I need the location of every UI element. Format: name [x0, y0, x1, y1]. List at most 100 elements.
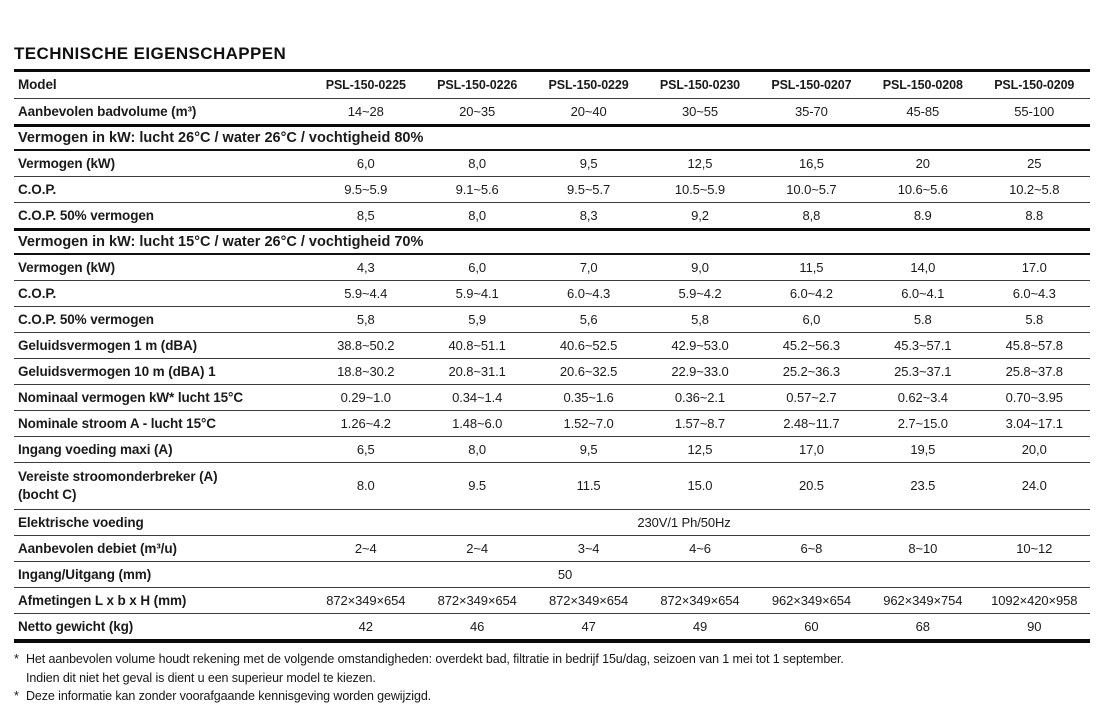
row-badvolume: Aanbevolen badvolume (m³) 14~28 20~35 20~40… [14, 98, 1090, 126]
spec-table-body: Model PSL-150-0225 PSL-150-0226 PSL-150-022… [14, 69, 1090, 641]
value-cop-1-col7: 10.2~5.8 [978, 176, 1090, 203]
value-nominaal-vermogen-col5: 0.57~2.7 [755, 384, 868, 411]
value-geluid-1m-col2: 40.8~51.1 [421, 332, 533, 359]
label-geluid-10m: Geluidsvermogen 10 m (dBA) 1 [14, 358, 311, 385]
value-cop-2-col1: 5.9~4.4 [310, 280, 422, 307]
footnote-3-text: Deze informatie kan zonder voorafgaande … [26, 689, 432, 703]
value-model-col3: PSL-150-0229 [532, 69, 645, 99]
value-geluid-10m-col3: 20.6~32.5 [532, 358, 645, 385]
value-model-col1: PSL-150-0225 [310, 69, 422, 99]
value-cop-50-2-col4: 5,8 [644, 306, 756, 333]
value-netto-gewicht-col4: 49 [644, 613, 756, 641]
row-geluid-10m: Geluidsvermogen 10 m (dBA) 1 18.8~30.2 20.… [14, 358, 1090, 385]
label-ingang-uitgang: Ingang/Uitgang (mm) [14, 561, 311, 588]
value-elektrische-voeding: 230V/1 Ph/50Hz [310, 509, 1090, 536]
label-geluid-1m: Geluidsvermogen 1 m (dBA) [14, 332, 311, 359]
value-badvolume-col1: 14~28 [310, 98, 422, 126]
value-afmetingen-col3: 872×349×654 [532, 587, 645, 614]
footnote-1: * Het aanbevolen volume houdt rekening m… [14, 650, 1054, 669]
value-nominaal-vermogen-col4: 0.36~2.1 [644, 384, 756, 411]
value-stroomonderbreker-col3: 11.5 [532, 462, 645, 510]
value-vermogen-kw-2-col5: 11,5 [755, 253, 868, 281]
value-vermogen-kw-1-col6: 20 [867, 149, 979, 177]
section-header-sectie-1: Vermogen in kW: lucht 26°C / water 26°C … [14, 124, 1090, 150]
value-debiet-col2: 2~4 [421, 535, 533, 562]
value-vermogen-kw-2-col6: 14,0 [867, 253, 979, 281]
value-nominaal-vermogen-col1: 0.29~1.0 [310, 384, 422, 411]
row-netto-gewicht: Netto gewicht (kg) 42 46 47 49 60 68 90 [14, 613, 1090, 641]
row-elektrische-voeding: Elektrische voeding 230V/1 Ph/50Hz [14, 509, 1090, 536]
value-cop-50-2-col6: 5.8 [867, 306, 979, 333]
value-netto-gewicht-col2: 46 [421, 613, 533, 641]
label-stroomonderbreker: Vereiste stroomonderbreker (A) (bocht C) [14, 462, 311, 510]
value-cop-1-col5: 10.0~5.7 [755, 176, 868, 203]
value-cop-50-1-col7: 8.8 [978, 202, 1090, 230]
value-afmetingen-col5: 962×349×654 [755, 587, 868, 614]
value-nominale-stroom-col1: 1.26~4.2 [310, 410, 422, 437]
value-geluid-10m-col6: 25.3~37.1 [867, 358, 979, 385]
value-cop-2-col5: 6.0~4.2 [755, 280, 868, 307]
value-vermogen-kw-1-col1: 6,0 [310, 149, 422, 177]
value-afmetingen-col7: 1092×420×958 [978, 587, 1090, 614]
value-vermogen-kw-2-col2: 6,0 [421, 253, 533, 281]
label-cop-50-1: C.O.P. 50% vermogen [14, 202, 311, 230]
value-cop-1-col1: 9.5~5.9 [310, 176, 422, 203]
value-geluid-1m-col6: 45.3~57.1 [867, 332, 979, 359]
spec-table: Model PSL-150-0225 PSL-150-0226 PSL-150-022… [14, 69, 1090, 643]
row-stroomonderbreker: Vereiste stroomonderbreker (A) (bocht C) 8… [14, 462, 1090, 510]
value-geluid-1m-col1: 38.8~50.2 [310, 332, 422, 359]
row-sectie-2: Vermogen in kW: lucht 15°C / water 26°C … [14, 228, 1090, 254]
row-cop-1: C.O.P. 9.5~5.9 9.1~5.6 9.5~5.7 10.5~5.9 10.0~… [14, 176, 1090, 203]
value-model-col2: PSL-150-0226 [421, 69, 533, 99]
value-nominale-stroom-col5: 2.48~11.7 [755, 410, 868, 437]
footnote-3-marker: * [14, 689, 19, 703]
value-afmetingen-col2: 872×349×654 [421, 587, 533, 614]
label-afmetingen: Afmetingen L x b x H (mm) [14, 587, 311, 614]
value-ingang-uitgang: 50 [310, 561, 1090, 588]
row-vermogen-kw-1: Vermogen (kW) 6,0 8,0 9,5 12,5 16,5 20 25 [14, 149, 1090, 177]
label-cop-50-2: C.O.P. 50% vermogen [14, 306, 311, 333]
row-ingang-voeding: Ingang voeding maxi (A) 6,5 8,0 9,5 12,5 17,0… [14, 436, 1090, 463]
value-nominale-stroom-col4: 1.57~8.7 [644, 410, 756, 437]
value-cop-50-1-col2: 8,0 [421, 202, 533, 230]
row-cop-50-1: C.O.P. 50% vermogen 8,5 8,0 8,3 9,2 8,8 8.9 8.8 [14, 202, 1090, 230]
value-cop-1-col6: 10.6~5.6 [867, 176, 979, 203]
value-nominale-stroom-col3: 1.52~7.0 [532, 410, 645, 437]
value-debiet-col4: 4~6 [644, 535, 756, 562]
value-cop-1-col4: 10.5~5.9 [644, 176, 756, 203]
row-sectie-1: Vermogen in kW: lucht 26°C / water 26°C … [14, 124, 1090, 150]
value-cop-50-2-col7: 5.8 [978, 306, 1090, 333]
label-debiet: Aanbevolen debiet (m³/u) [14, 535, 311, 562]
value-cop-50-2-col1: 5,8 [310, 306, 422, 333]
value-cop-50-1-col1: 8,5 [310, 202, 422, 230]
label-vermogen-kw-2: Vermogen (kW) [14, 253, 311, 281]
value-geluid-10m-col4: 22.9~33.0 [644, 358, 756, 385]
section-header-sectie-2: Vermogen in kW: lucht 15°C / water 26°C … [14, 228, 1090, 254]
value-cop-2-col7: 6.0~4.3 [978, 280, 1090, 307]
value-cop-50-2-col5: 6,0 [755, 306, 868, 333]
value-cop-50-1-col3: 8,3 [532, 202, 645, 230]
row-afmetingen: Afmetingen L x b x H (mm) 872×349×654 872×… [14, 587, 1090, 614]
value-nominaal-vermogen-col3: 0.35~1.6 [532, 384, 645, 411]
value-ingang-voeding-col5: 17,0 [755, 436, 868, 463]
value-cop-50-1-col6: 8.9 [867, 202, 979, 230]
value-cop-50-2-col2: 5,9 [421, 306, 533, 333]
value-nominale-stroom-col7: 3.04~17.1 [978, 410, 1090, 437]
value-cop-2-col4: 5.9~4.2 [644, 280, 756, 307]
row-cop-2: C.O.P. 5.9~4.4 5.9~4.1 6.0~4.3 5.9~4.2 6.0~4.… [14, 280, 1090, 307]
value-cop-50-1-col5: 8,8 [755, 202, 868, 230]
value-ingang-voeding-col7: 20,0 [978, 436, 1090, 463]
value-vermogen-kw-2-col4: 9,0 [644, 253, 756, 281]
footnote-2: Indien dit niet het geval is dient u een… [14, 669, 1054, 688]
row-ingang-uitgang: Ingang/Uitgang (mm) 50 [14, 561, 1090, 588]
value-cop-1-col2: 9.1~5.6 [421, 176, 533, 203]
value-badvolume-col2: 20~35 [421, 98, 533, 126]
value-geluid-1m-col4: 42.9~53.0 [644, 332, 756, 359]
value-stroomonderbreker-col7: 24.0 [978, 462, 1090, 510]
value-geluid-10m-col2: 20.8~31.1 [421, 358, 533, 385]
value-vermogen-kw-2-col3: 7,0 [532, 253, 645, 281]
value-cop-2-col3: 6.0~4.3 [532, 280, 645, 307]
value-afmetingen-col4: 872×349×654 [644, 587, 756, 614]
value-badvolume-col7: 55-100 [978, 98, 1090, 126]
row-nominaal-vermogen: Nominaal vermogen kW* lucht 15°C 0.29~1.0… [14, 384, 1090, 411]
